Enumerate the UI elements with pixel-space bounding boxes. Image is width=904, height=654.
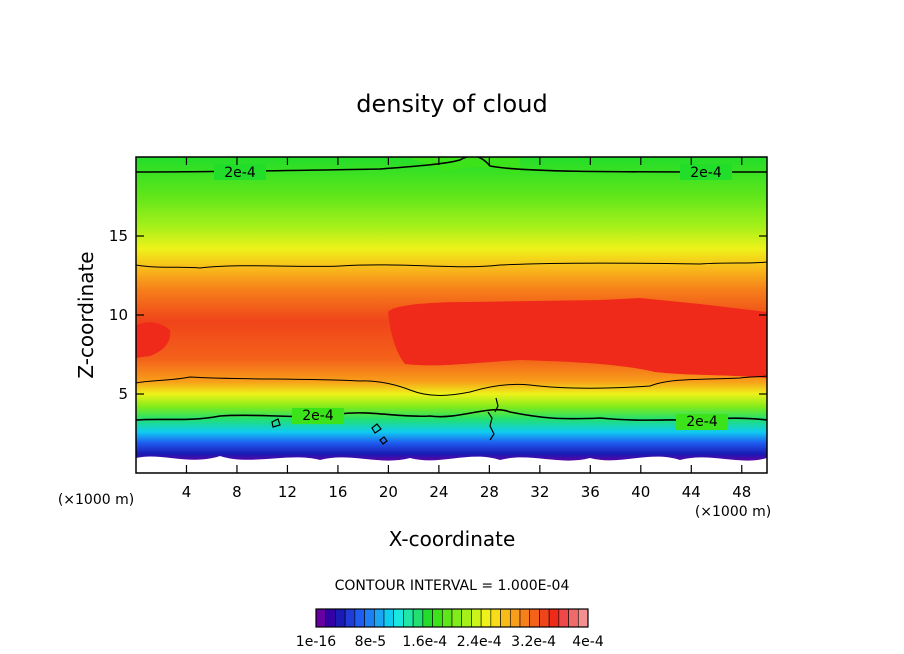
x-tick-label: 20 — [379, 483, 398, 501]
colorbar-swatch — [548, 608, 560, 628]
density-max-region-left — [136, 322, 171, 358]
colorbar-swatch — [519, 608, 531, 628]
x-tick-label: 48 — [732, 483, 751, 501]
colorbar-swatch — [509, 608, 521, 628]
colorbar-swatch — [364, 608, 375, 628]
x-tick-label: 12 — [278, 483, 297, 501]
colorbar — [315, 608, 589, 628]
density-max-region — [388, 298, 767, 378]
y-axis: 5 10 15 — [109, 227, 767, 403]
colorbar-swatch — [451, 608, 463, 628]
colorbar-swatch — [529, 608, 540, 628]
y-tick-label: 15 — [109, 227, 128, 245]
colorbar-swatch — [539, 608, 550, 628]
y-tick-label: 5 — [118, 385, 128, 403]
colorbar-swatch — [471, 608, 482, 628]
colorbar-label: 2.4e-4 — [457, 634, 502, 650]
colorbar-swatch — [383, 608, 395, 628]
colorbar-swatch — [403, 608, 414, 628]
contour-fragments — [271, 397, 499, 445]
contour-label: 2e-4 — [690, 165, 722, 181]
colorbar-swatch — [432, 608, 443, 628]
x-tick-label: 16 — [328, 483, 347, 501]
colorbar-swatch — [393, 608, 404, 628]
colorbar-swatch — [325, 608, 336, 628]
colorbar-swatch — [354, 608, 365, 628]
colorbar-swatch — [344, 608, 356, 628]
x-axis: 4 8 12 16 20 24 28 32 36 40 44 48 — [182, 157, 751, 501]
x-tick-label: 4 — [182, 483, 192, 501]
contour-interval-label: CONTOUR INTERVAL = 1.000E-04 — [335, 578, 570, 594]
y-axis-label: Z-coordinate — [74, 251, 98, 378]
chart-title: density of cloud — [356, 90, 547, 118]
colorbar-label: 1.6e-4 — [402, 634, 447, 650]
colorbar-label: 3.2e-4 — [511, 634, 556, 650]
plot-area — [135, 156, 768, 474]
colorbar-swatch — [558, 608, 569, 628]
contour-label: 2e-4 — [302, 408, 334, 424]
contour-labels: 2e-4 2e-4 2e-4 2e-4 — [214, 164, 732, 430]
contour-label: 2e-4 — [224, 165, 256, 181]
contour-upper-3e-4 — [136, 261, 767, 269]
contour-label: 2e-4 — [686, 414, 718, 430]
colorbar-label: 8e-5 — [355, 634, 386, 650]
colorbar-swatch — [373, 608, 385, 628]
x-axis-unit-right: (×1000 m) — [695, 504, 771, 520]
cloud-base-edge — [136, 456, 767, 473]
colorbar-label: 4e-4 — [572, 634, 604, 650]
colorbar-swatch — [490, 608, 501, 628]
x-tick-label: 40 — [631, 483, 650, 501]
contour-lower-3e-4 — [136, 375, 767, 396]
x-tick-label: 36 — [581, 483, 600, 501]
colorbar-frame — [315, 608, 589, 628]
x-tick-label: 24 — [429, 483, 448, 501]
x-tick-label: 32 — [530, 483, 549, 501]
y-tick-label: 10 — [109, 306, 128, 324]
x-axis-unit-left: (×1000 m) — [58, 492, 134, 508]
colorbar-label: 1e-16 — [296, 634, 336, 650]
colorbar-labels: 1e-16 8e-5 1.6e-4 2.4e-4 3.2e-4 4e-4 — [296, 634, 604, 650]
colorbar-swatch — [461, 608, 472, 628]
x-tick-label: 44 — [682, 483, 701, 501]
colorbar-swatch — [422, 608, 433, 628]
colorbar-swatch — [315, 608, 327, 628]
colorbar-swatch — [500, 608, 511, 628]
colorbar-swatch — [568, 608, 579, 628]
x-axis-label: X-coordinate — [389, 527, 516, 551]
x-tick-label: 28 — [480, 483, 499, 501]
colorbar-swatch — [577, 608, 589, 628]
colorbar-swatch — [335, 608, 346, 628]
colorbar-swatch — [412, 608, 424, 628]
x-tick-label: 8 — [232, 483, 242, 501]
colorbar-swatch — [441, 608, 453, 628]
colorbar-swatch — [480, 608, 492, 628]
contour-upper-2e-4 — [136, 157, 767, 173]
upper-bulge — [410, 157, 520, 175]
